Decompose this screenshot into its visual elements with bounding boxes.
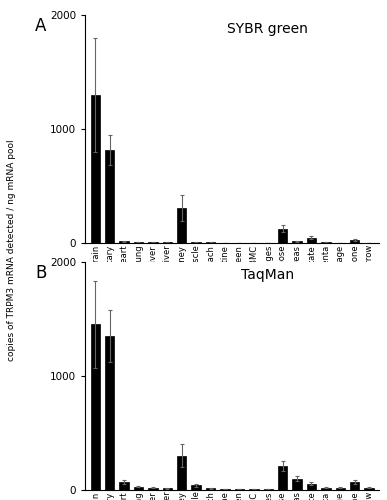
Text: TaqMan: TaqMan xyxy=(241,268,294,282)
Bar xyxy=(177,208,187,244)
Text: B: B xyxy=(35,264,46,282)
Bar xyxy=(220,243,229,244)
Bar xyxy=(249,489,259,490)
Bar xyxy=(336,488,345,490)
Bar xyxy=(192,242,201,244)
Bar xyxy=(365,488,374,490)
Bar xyxy=(163,242,172,244)
Bar xyxy=(365,243,374,244)
Bar xyxy=(321,488,330,490)
Bar xyxy=(278,466,287,490)
Bar xyxy=(264,243,273,244)
Bar xyxy=(307,238,316,244)
Bar xyxy=(91,95,100,244)
Bar xyxy=(148,242,158,244)
Text: A: A xyxy=(35,18,46,36)
Bar xyxy=(350,482,360,490)
Bar xyxy=(235,243,244,244)
Bar xyxy=(134,242,143,244)
Text: copies of TRPM3 mRNA detected / ng mRNA pool: copies of TRPM3 mRNA detected / ng mRNA … xyxy=(7,139,16,361)
Bar xyxy=(134,486,143,490)
Bar xyxy=(91,324,100,490)
Bar xyxy=(293,241,302,244)
Bar xyxy=(148,488,158,490)
Text: SYBR green: SYBR green xyxy=(227,22,308,36)
Bar xyxy=(177,456,187,490)
Bar xyxy=(220,489,229,490)
Bar xyxy=(307,484,316,490)
Bar xyxy=(105,150,114,244)
Bar xyxy=(293,478,302,490)
Bar xyxy=(105,336,114,490)
Bar xyxy=(321,242,330,244)
Bar xyxy=(192,486,201,490)
Bar xyxy=(278,228,287,244)
Bar xyxy=(206,488,215,490)
Bar xyxy=(119,482,129,490)
Bar xyxy=(336,243,345,244)
Bar xyxy=(206,242,215,244)
Bar xyxy=(119,241,129,244)
Bar xyxy=(350,240,360,244)
Bar xyxy=(249,243,259,244)
Bar xyxy=(264,489,273,490)
Bar xyxy=(163,488,172,490)
Bar xyxy=(235,489,244,490)
